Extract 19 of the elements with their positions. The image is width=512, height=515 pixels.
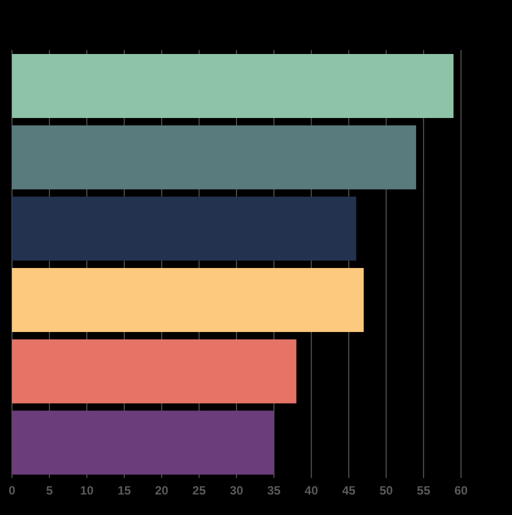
bar — [12, 196, 356, 261]
x-tick-label: 0 — [8, 484, 16, 498]
x-tick-label: 55 — [416, 484, 431, 498]
x-tick-label: 25 — [192, 484, 206, 498]
bar — [12, 54, 454, 118]
x-tick-label: 5 — [46, 484, 54, 498]
x-tick-label: 15 — [118, 484, 132, 498]
x-tick-label: 30 — [230, 484, 244, 498]
x-tick-label: 35 — [267, 484, 281, 498]
bar — [12, 339, 296, 404]
bar — [12, 125, 416, 190]
x-tick-label: 10 — [80, 484, 94, 498]
x-tick-label: 50 — [379, 484, 394, 498]
bar — [12, 268, 364, 332]
bar — [12, 410, 274, 475]
x-tick-label: 45 — [342, 484, 356, 498]
x-tick-label: 60 — [454, 484, 468, 498]
x-tick-label: 20 — [154, 484, 169, 498]
x-tick-label: 40 — [304, 484, 318, 498]
